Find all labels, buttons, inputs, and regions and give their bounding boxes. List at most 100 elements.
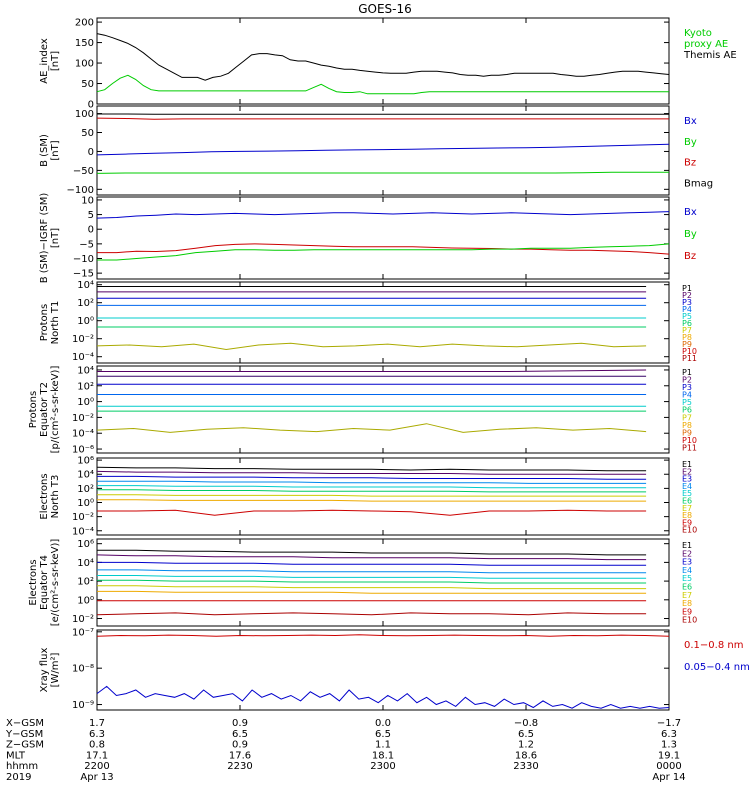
y-tick-label: 10⁰	[77, 316, 94, 327]
legend-label: Kyoto	[684, 28, 712, 39]
legend-label: E3	[682, 558, 692, 567]
y-tick-label: 10⁴	[77, 280, 94, 291]
legend-label: E4	[682, 482, 692, 491]
y-axis-label: North T3	[50, 475, 61, 519]
x-axis-value: 18.6	[515, 750, 537, 761]
panel-frame-bigrf	[96, 196, 670, 280]
y-tick-label: 10⁻⁷	[72, 627, 94, 638]
x-axis-value: 0.9	[232, 718, 248, 729]
legend-label: E9	[682, 607, 692, 616]
legend-label: E2	[682, 549, 692, 558]
y-tick-label: 10²	[77, 298, 94, 309]
x-axis-row-label: Z−GSM	[6, 740, 44, 751]
y-tick-label: 10⁴	[77, 470, 94, 481]
legend-label: E10	[682, 526, 697, 535]
x-axis-value: 2230	[227, 761, 252, 772]
series-line-electrons_t4-E2	[96, 554, 647, 561]
legend-label: P1	[682, 368, 692, 377]
y-axis-label: Electrons	[28, 559, 39, 605]
series-line-bigrf-By	[97, 243, 670, 261]
legend-label: P4	[682, 391, 692, 400]
series-line-electrons_t3-E2	[96, 470, 647, 475]
y-tick-label: 10⁶	[77, 456, 94, 467]
series-line-electrons_t4-E4	[97, 569, 647, 574]
y-tick-label: 10⁻⁸	[72, 664, 94, 675]
legend-label: Themis AE	[683, 50, 737, 61]
series-line-electrons_t3-E4	[97, 480, 647, 484]
x-axis-value: 17.6	[229, 750, 251, 761]
y-tick-label: 150	[75, 38, 94, 49]
legend-label: proxy AE	[684, 39, 728, 50]
y-tick-label: −15	[73, 269, 94, 280]
y-tick-label: 10⁰	[77, 595, 94, 606]
legend-label: E6	[682, 497, 692, 506]
legend-label: E7	[682, 504, 692, 513]
x-axis-value: 6.5	[232, 729, 248, 740]
series-line-electrons_t3-E7	[97, 494, 647, 497]
x-axis-value: 0.8	[89, 740, 105, 751]
y-axis-label: Equator T4	[39, 555, 50, 610]
legend-label: 0.1−0.8 nm	[684, 640, 743, 651]
series-line-bsm-Bz	[96, 117, 669, 120]
y-tick-label: 10²	[77, 577, 94, 588]
y-tick-label: 10⁻⁶	[72, 445, 94, 456]
x-axis-value: 18.1	[372, 750, 394, 761]
series-line-ae-Kyoto-proxy-AE	[96, 74, 669, 95]
y-axis-label: North T1	[50, 301, 61, 345]
legend-label: E7	[682, 591, 692, 600]
legend-label: By	[684, 137, 697, 148]
panel-frame-protons_t1	[96, 281, 670, 364]
legend-label: P7	[682, 413, 692, 422]
legend-label: P10	[682, 347, 697, 356]
x-axis-value: 2330	[513, 761, 538, 772]
x-axis-value: 0.0	[375, 718, 391, 729]
y-tick-label: −10	[73, 254, 94, 265]
y-tick-label: 10⁻⁴	[72, 429, 94, 440]
legend-label: P6	[682, 406, 692, 415]
legend-label: Bmag	[684, 178, 713, 189]
x-axis-value: 1.1	[375, 740, 391, 751]
x-axis-value: 1.3	[661, 740, 677, 751]
series-line-electrons_t4-E7	[97, 585, 647, 590]
y-tick-label: 10⁻⁹	[72, 700, 94, 711]
legend-label: P6	[682, 319, 692, 328]
series-line-electrons_t4-E1	[97, 549, 647, 556]
legend-label: E8	[682, 511, 692, 520]
legend-label: Bz	[684, 158, 696, 169]
legend-label: E8	[682, 599, 692, 608]
x-axis-value: 6.5	[518, 729, 534, 740]
legend-label: P8	[682, 333, 692, 342]
x-axis-value: Apr 14	[652, 772, 685, 783]
legend-label: E1	[682, 460, 692, 469]
series-line-electrons_t4-E8	[97, 590, 647, 594]
legend-label: E10	[682, 616, 697, 625]
series-line-protons_t2-P8	[96, 423, 647, 433]
x-axis-value: Apr 13	[80, 772, 113, 783]
series-line-bsm-By	[96, 171, 669, 174]
legend-label: P10	[682, 436, 697, 445]
series-line-xray-0.05−0.4-nm	[96, 685, 670, 709]
x-axis-value: 0000	[656, 761, 681, 772]
y-tick-label: 10⁻²	[72, 614, 94, 625]
y-tick-label: 0	[88, 225, 94, 236]
x-axis-row-label: 2019	[6, 772, 31, 783]
legend-label: P7	[682, 326, 692, 335]
series-line-bsm-Bx	[96, 143, 670, 156]
series-line-electrons_t4-E6	[97, 579, 647, 584]
legend-label: Bx	[684, 207, 697, 218]
legend-label: P9	[682, 428, 692, 437]
legend-label: 0.05−0.4 nm	[684, 662, 750, 673]
legend-label: By	[684, 229, 697, 240]
y-axis-label: Xray flux	[39, 648, 50, 693]
series-line-electrons_t4-E5	[97, 575, 647, 579]
legend-label: P3	[682, 298, 692, 307]
y-tick-label: 200	[75, 18, 94, 29]
legend-label: E1	[682, 541, 692, 550]
legend-label: P5	[682, 312, 692, 321]
series-line-protons_t1-P8	[96, 342, 647, 351]
panel-frame-protons_t2	[96, 365, 670, 454]
y-axis-label: Equator T2	[39, 382, 50, 437]
legend-label: P5	[682, 398, 692, 407]
